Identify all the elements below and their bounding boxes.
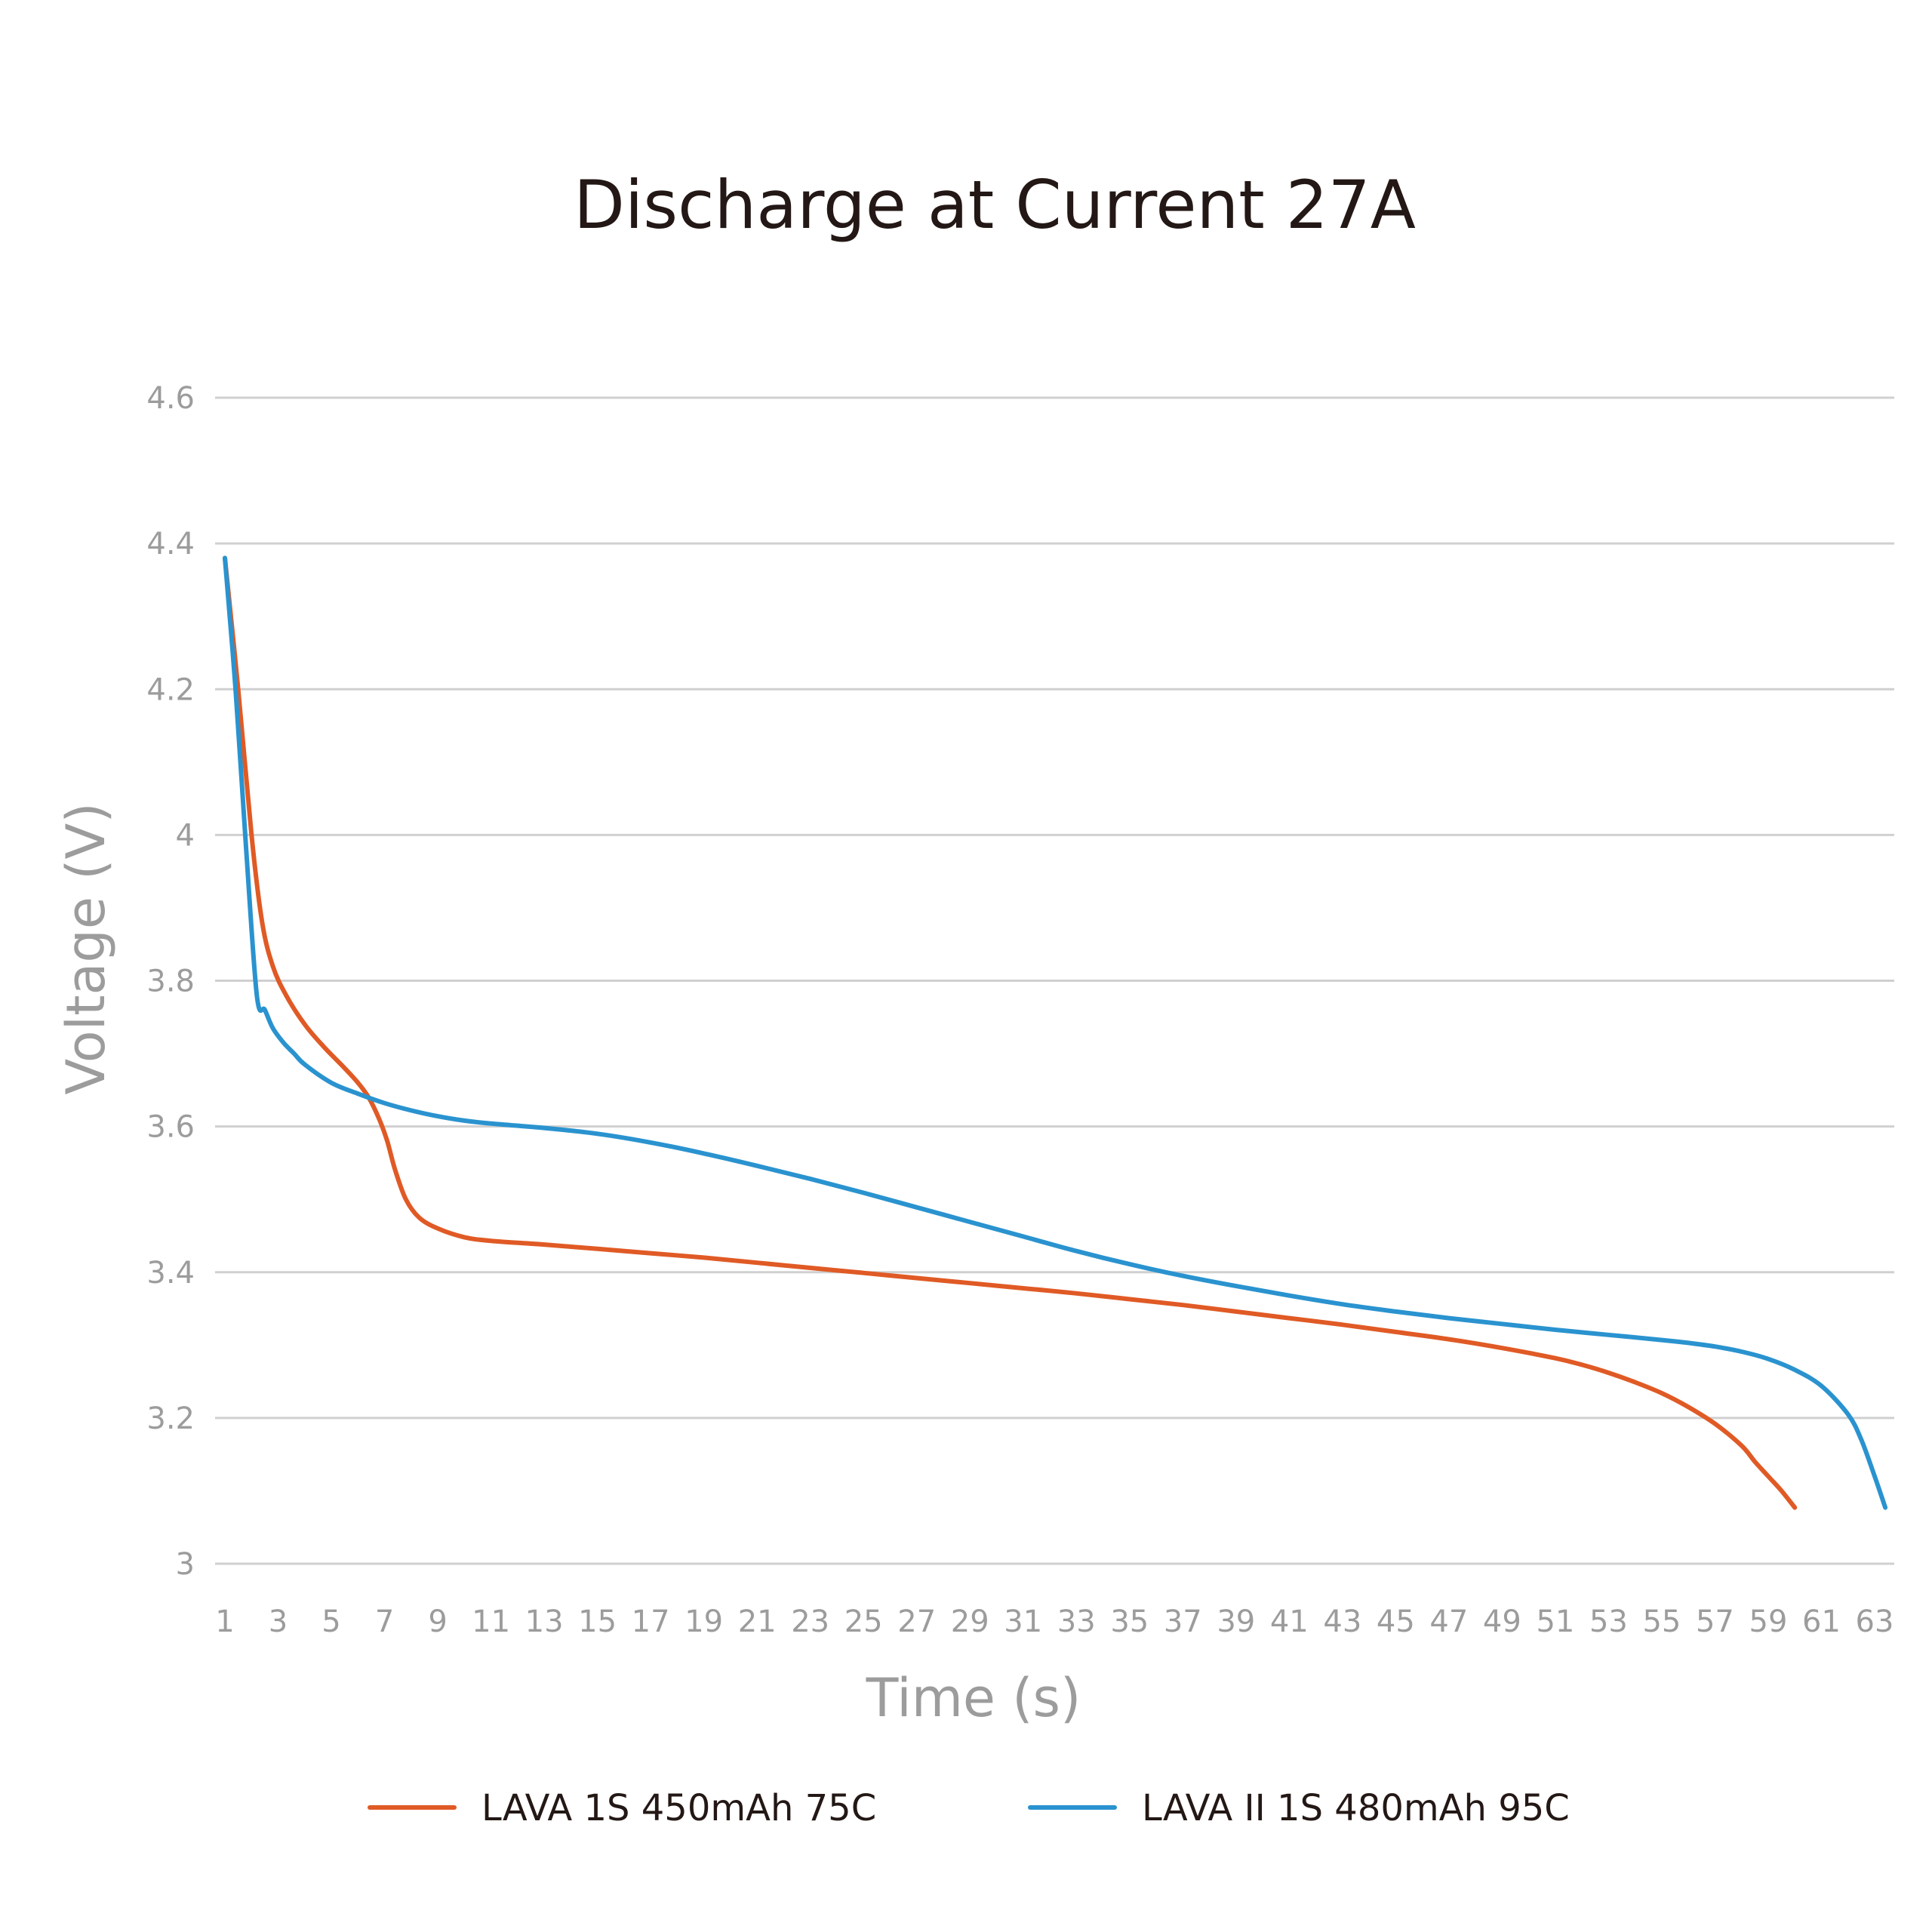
x-tick-label: 33 xyxy=(1057,1604,1096,1639)
legend-label-1: LAVA 1S 450mAh 75C xyxy=(481,1787,876,1829)
x-tick-label: 1 xyxy=(215,1604,234,1639)
x-tick-label: 29 xyxy=(951,1604,989,1639)
x-tick-label: 49 xyxy=(1483,1604,1521,1639)
x-tick-label: 27 xyxy=(897,1604,936,1639)
y-tick-label: 4 xyxy=(176,818,195,853)
x-tick-label: 11 xyxy=(472,1604,510,1639)
legend-label-2: LAVA II 1S 480mAh 95C xyxy=(1142,1787,1570,1829)
x-tick-label: 43 xyxy=(1323,1604,1361,1639)
x-tick-label: 57 xyxy=(1696,1604,1734,1639)
x-tick-label: 37 xyxy=(1164,1604,1202,1639)
series-line-1 xyxy=(223,555,1798,1510)
chart-title: Discharge at Current 27A xyxy=(574,166,1416,244)
y-tick-label: 3.8 xyxy=(146,964,195,999)
y-tick-label: 3 xyxy=(176,1547,195,1582)
x-tick-label: 35 xyxy=(1110,1604,1149,1639)
series-lines xyxy=(223,555,1888,1510)
x-tick-label: 51 xyxy=(1536,1604,1574,1639)
x-tick-label: 17 xyxy=(632,1604,670,1639)
y-axis-title: Voltage (V) xyxy=(55,802,117,1094)
x-tick-label: 23 xyxy=(791,1604,829,1639)
series-line-2 xyxy=(223,555,1888,1510)
x-tick-label: 59 xyxy=(1749,1604,1788,1639)
x-tick-label: 41 xyxy=(1270,1604,1309,1639)
x-tick-label: 55 xyxy=(1642,1604,1681,1639)
y-tick-label: 4.6 xyxy=(146,381,195,416)
x-tick-label: 45 xyxy=(1377,1604,1415,1639)
x-tick-label: 21 xyxy=(738,1604,777,1639)
x-tick-label: 39 xyxy=(1217,1604,1255,1639)
x-tick-label: 31 xyxy=(1004,1604,1042,1639)
x-tick-label: 63 xyxy=(1856,1604,1894,1639)
x-tick-label: 25 xyxy=(844,1604,883,1639)
x-axis-tick-labels: 1 3 5 7 9 11 13 15 17 19 21 23 25 27 29 31 33 35 37 39 41 43 4… xyxy=(215,1604,1894,1639)
x-tick-label: 61 xyxy=(1802,1604,1841,1639)
y-tick-label: 4.2 xyxy=(146,672,195,707)
y-axis-tick-labels: 3 3.2 3.4 3.6 3.8 4 4.2 4.4 4.6 xyxy=(146,381,195,1582)
x-tick-label: 13 xyxy=(525,1604,564,1639)
x-tick-label: 53 xyxy=(1589,1604,1628,1639)
x-axis-title: Time (s) xyxy=(866,1667,1081,1729)
y-tick-label: 3.4 xyxy=(146,1256,195,1291)
x-tick-label: 3 xyxy=(269,1604,288,1639)
grid-lines xyxy=(215,396,1894,1565)
y-tick-label: 3.2 xyxy=(146,1401,195,1436)
y-tick-label: 3.6 xyxy=(146,1110,195,1145)
x-tick-label: 9 xyxy=(428,1604,447,1639)
legend: LAVA 1S 450mAh 75C LAVA II 1S 480mAh 95C xyxy=(368,1787,1570,1829)
y-tick-label: 4.4 xyxy=(146,527,195,561)
x-tick-label: 15 xyxy=(578,1604,617,1639)
x-tick-label: 47 xyxy=(1429,1604,1468,1639)
x-tick-label: 19 xyxy=(685,1604,723,1639)
x-tick-label: 7 xyxy=(375,1604,394,1639)
x-tick-label: 5 xyxy=(321,1604,340,1639)
